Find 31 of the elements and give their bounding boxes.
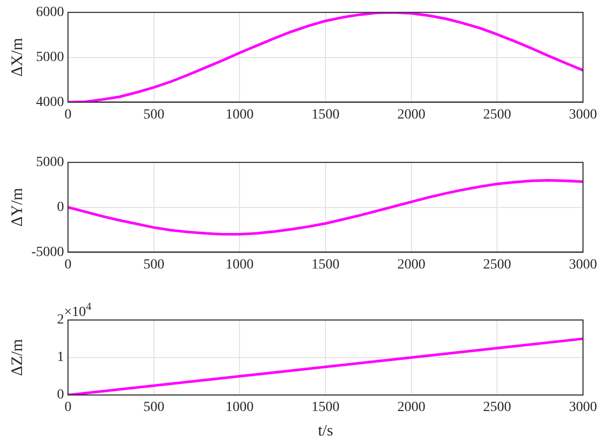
y-tick-label: 5000 xyxy=(36,50,64,65)
x-tick-label: 1000 xyxy=(226,107,254,122)
x-tick-label: 1500 xyxy=(312,400,340,416)
x-tick-label: 3000 xyxy=(569,257,597,272)
y-tick-label: 5000 xyxy=(36,155,64,170)
y-axis-title: ΔX/m xyxy=(8,37,26,77)
y-tick-label: 0 xyxy=(57,388,64,403)
y-tick-label: 0 xyxy=(57,200,64,215)
y-tick-label: 6000 xyxy=(36,5,64,20)
y-tick-label: 1 xyxy=(57,350,64,366)
x-tick-label: 1000 xyxy=(226,400,254,416)
x-axis-title: t/s xyxy=(318,422,334,440)
x-tick-label: 3000 xyxy=(569,107,597,122)
x-tick-label: 2000 xyxy=(397,400,426,416)
x-tick-label: 2500 xyxy=(483,400,512,416)
x-tick-label: 500 xyxy=(143,257,164,272)
x-tick-label: 3000 xyxy=(569,400,597,416)
y-axis-title: ΔY/m xyxy=(8,187,26,227)
x-tick-label: 1500 xyxy=(312,257,340,272)
x-tick-label: 500 xyxy=(143,400,164,416)
x-tick-label: 2500 xyxy=(483,107,512,122)
y-axis-title: ΔZ/m xyxy=(8,338,26,376)
y-tick-label: 4000 xyxy=(36,94,64,110)
x-tick-label: 2000 xyxy=(397,257,426,272)
x-tick-label: 500 xyxy=(143,107,164,122)
x-tick-label: 2500 xyxy=(483,257,512,272)
x-tick-label: 1500 xyxy=(312,107,340,122)
x-tick-label: 2000 xyxy=(397,107,426,122)
x-tick-label: 1000 xyxy=(226,257,254,272)
y-tick-label: 2 xyxy=(57,312,64,328)
y-tick-label: -5000 xyxy=(31,244,64,260)
